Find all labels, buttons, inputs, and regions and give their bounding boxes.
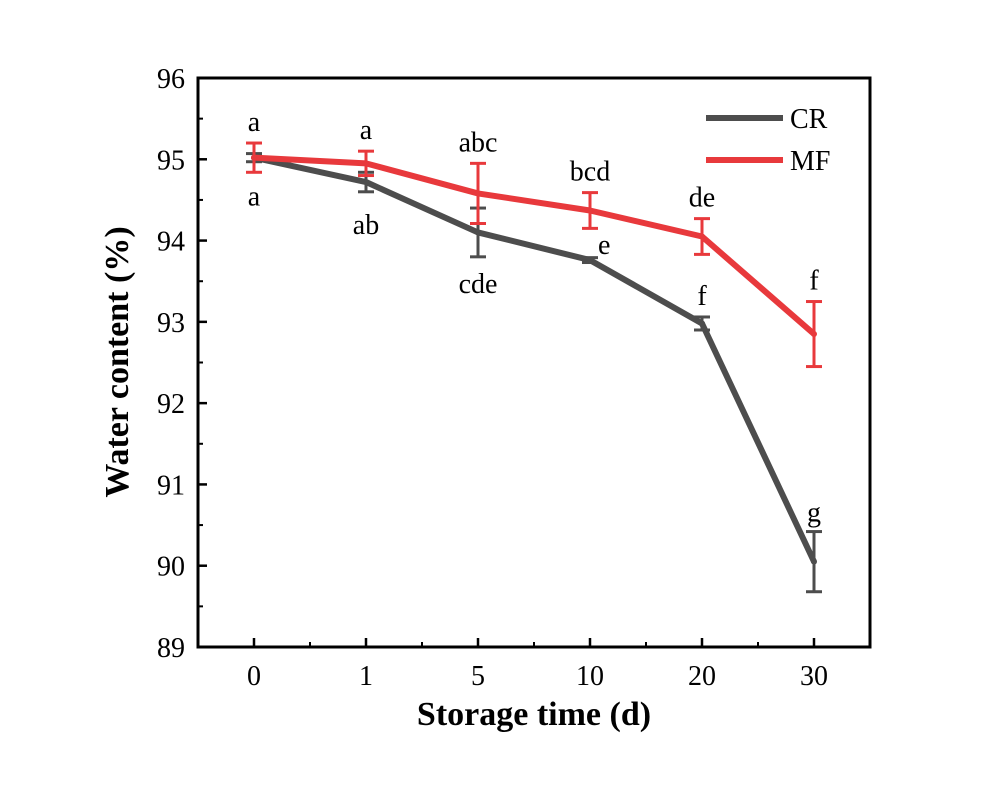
legend: CR MF bbox=[706, 104, 830, 177]
y-tick-label: 96 bbox=[157, 64, 185, 95]
plot-frame bbox=[196, 76, 872, 649]
y-tick-label: 89 bbox=[157, 633, 185, 664]
y-tick-label: 91 bbox=[157, 470, 185, 501]
y-tick-label: 93 bbox=[157, 308, 185, 339]
data-point bbox=[811, 558, 817, 565]
cr-significance-label: e bbox=[598, 230, 610, 261]
data-point bbox=[363, 179, 369, 186]
y-tick-label: 95 bbox=[157, 145, 185, 176]
x-tick-label: 1 bbox=[359, 661, 373, 692]
data-point bbox=[699, 233, 705, 240]
significance-labels: a a abc bcd de f a ab cde e f g bbox=[248, 107, 821, 529]
y-axis-title: Water content (%) bbox=[99, 226, 136, 497]
mf-significance-label: de bbox=[689, 183, 715, 214]
series-mf bbox=[246, 141, 822, 369]
series-cr bbox=[246, 152, 822, 594]
data-point bbox=[811, 331, 817, 338]
x-axis-title: Storage time (d) bbox=[417, 696, 651, 733]
data-point bbox=[475, 229, 481, 236]
legend-item-cr: CR bbox=[706, 104, 828, 135]
cr-significance-label: g bbox=[807, 498, 821, 529]
y-tick-label: 92 bbox=[157, 389, 185, 420]
cr-significance-label: ab bbox=[353, 210, 379, 241]
data-point bbox=[363, 160, 369, 167]
data-point bbox=[251, 154, 257, 161]
data-point bbox=[587, 207, 593, 214]
mf-significance-label: a bbox=[248, 107, 261, 138]
series-layer: a a abc bcd de f a ab cde e f g bbox=[246, 107, 822, 594]
cr-significance-label: cde bbox=[459, 269, 498, 300]
legend-label: CR bbox=[790, 104, 828, 135]
x-tick-label: 0 bbox=[247, 661, 261, 692]
x-tick-label: 30 bbox=[800, 661, 828, 692]
mf-significance-label: f bbox=[809, 266, 819, 297]
legend-item-mf: MF bbox=[706, 146, 830, 177]
cr-significance-label: f bbox=[697, 281, 707, 312]
series-line bbox=[253, 154, 817, 563]
data-point bbox=[475, 190, 481, 197]
mf-significance-label: bcd bbox=[570, 157, 610, 188]
data-point bbox=[587, 257, 593, 264]
y-tick-label: 94 bbox=[157, 227, 185, 258]
x-tick-label: 10 bbox=[576, 661, 604, 692]
x-axis: 0 1 5 10 20 30 bbox=[247, 638, 828, 692]
series-line bbox=[253, 154, 816, 337]
mf-significance-label: abc bbox=[459, 127, 498, 158]
mf-significance-label: a bbox=[360, 115, 373, 146]
legend-label: MF bbox=[790, 146, 830, 177]
y-tick-label: 90 bbox=[157, 552, 185, 583]
cr-significance-label: a bbox=[248, 182, 261, 213]
x-tick-label: 5 bbox=[471, 661, 485, 692]
x-tick-label: 20 bbox=[688, 661, 716, 692]
y-axis: 89 90 91 92 93 94 95 96 bbox=[157, 64, 207, 664]
data-point bbox=[699, 320, 705, 327]
